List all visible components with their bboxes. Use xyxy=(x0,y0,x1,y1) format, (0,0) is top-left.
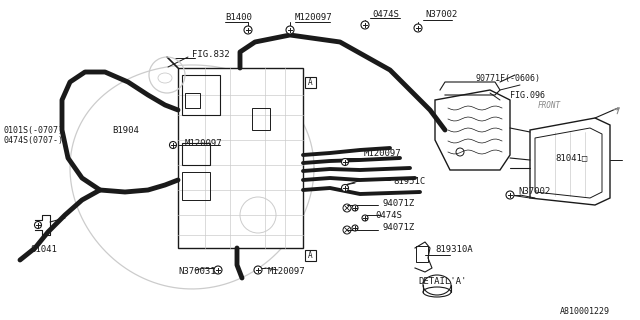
Text: 0474S: 0474S xyxy=(375,211,402,220)
Text: M120097: M120097 xyxy=(185,139,223,148)
Bar xyxy=(305,76,316,87)
Bar xyxy=(182,143,210,165)
Circle shape xyxy=(254,266,262,274)
Circle shape xyxy=(414,24,422,32)
Bar xyxy=(305,250,316,260)
Text: 94071Z: 94071Z xyxy=(382,222,414,231)
Text: A: A xyxy=(308,251,312,260)
Circle shape xyxy=(352,205,358,211)
Circle shape xyxy=(214,266,222,274)
Bar xyxy=(178,68,303,248)
Text: N37002: N37002 xyxy=(425,10,457,19)
Circle shape xyxy=(342,185,349,191)
Bar xyxy=(416,246,428,262)
Text: A: A xyxy=(308,77,312,86)
Text: A810001229: A810001229 xyxy=(560,308,610,316)
Text: FIG.832: FIG.832 xyxy=(192,50,230,59)
Text: FIG.096: FIG.096 xyxy=(510,91,545,100)
Circle shape xyxy=(361,21,369,29)
Text: N37002: N37002 xyxy=(518,188,550,196)
Bar xyxy=(182,172,210,200)
Circle shape xyxy=(35,221,42,228)
Text: 81041□: 81041□ xyxy=(555,154,588,163)
Text: 0474S(0707-): 0474S(0707-) xyxy=(3,135,63,145)
Text: B1904: B1904 xyxy=(112,125,139,134)
Bar xyxy=(252,108,270,130)
Text: N370031: N370031 xyxy=(178,268,216,276)
Text: M120097: M120097 xyxy=(268,268,306,276)
Text: 0474S: 0474S xyxy=(372,10,399,19)
Text: FRONT: FRONT xyxy=(538,100,561,109)
Text: 90771F(-0606): 90771F(-0606) xyxy=(475,74,540,83)
Text: M120097: M120097 xyxy=(295,12,333,21)
Text: 94071Z: 94071Z xyxy=(382,198,414,207)
Text: 81041: 81041 xyxy=(30,245,57,254)
Text: B1400: B1400 xyxy=(225,12,252,21)
Circle shape xyxy=(506,191,514,199)
Text: 0101S(-0707): 0101S(-0707) xyxy=(3,125,63,134)
Text: 81951C: 81951C xyxy=(393,177,425,186)
Bar xyxy=(185,93,200,108)
Circle shape xyxy=(352,225,358,231)
Circle shape xyxy=(170,141,177,148)
Circle shape xyxy=(286,26,294,34)
Circle shape xyxy=(362,215,368,221)
Bar xyxy=(182,75,220,115)
Circle shape xyxy=(342,158,349,165)
Text: M120097: M120097 xyxy=(364,148,402,157)
Text: DETAIL'A': DETAIL'A' xyxy=(418,277,467,286)
Circle shape xyxy=(244,26,252,34)
Text: 819310A: 819310A xyxy=(435,245,472,254)
